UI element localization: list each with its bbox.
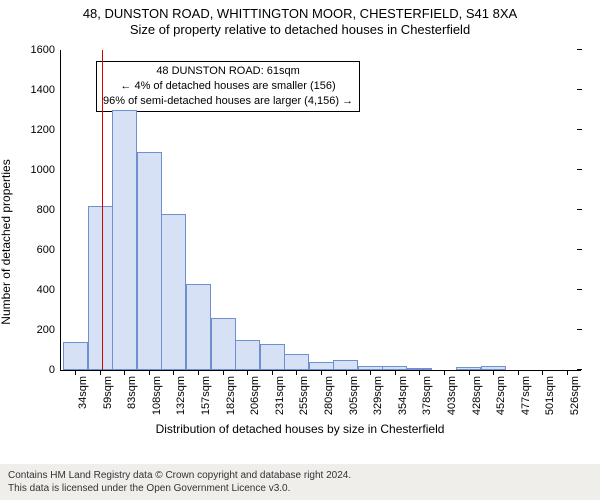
y-tick-mark (577, 89, 582, 90)
histogram-bar (137, 152, 162, 370)
chart-title-sub: Size of property relative to detached ho… (0, 22, 600, 38)
x-tick-mark (542, 370, 543, 375)
histogram-bar (186, 284, 211, 370)
x-tick-label: 34sqm (77, 376, 89, 409)
annotation-line-3: 96% of semi-detached houses are larger (… (103, 94, 353, 109)
y-tick-mark (577, 369, 582, 370)
histogram-bar (358, 366, 383, 370)
footer-line-2: This data is licensed under the Open Gov… (8, 482, 592, 495)
x-tick-label: 403sqm (446, 376, 458, 415)
histogram-bar (333, 360, 358, 370)
x-tick-label: 526sqm (569, 376, 581, 415)
y-tick-label: 200 (37, 324, 61, 336)
y-tick-label: 0 (49, 364, 61, 376)
x-tick-mark (247, 370, 248, 375)
histogram-bar (284, 354, 309, 370)
histogram-bar (481, 366, 506, 370)
y-tick-label: 400 (37, 284, 61, 296)
x-tick-label: 157sqm (200, 376, 212, 415)
x-tick-mark (419, 370, 420, 375)
x-axis-label: Distribution of detached houses by size … (0, 422, 600, 436)
x-tick-mark (198, 370, 199, 375)
x-tick-mark (370, 370, 371, 375)
y-tick-mark (577, 49, 582, 50)
chart-title-block: 48, DUNSTON ROAD, WHITTINGTON MOOR, CHES… (0, 0, 600, 39)
histogram-bar (161, 214, 186, 370)
x-tick-label: 206sqm (249, 376, 261, 415)
y-tick-mark (577, 169, 582, 170)
histogram-bar (260, 344, 285, 370)
x-tick-label: 255sqm (298, 376, 310, 415)
y-tick-mark (577, 209, 582, 210)
y-tick-label: 1000 (31, 164, 61, 176)
y-tick-label: 1200 (31, 124, 61, 136)
x-tick-mark (223, 370, 224, 375)
annotation-line-2: ← 4% of detached houses are smaller (156… (103, 79, 353, 94)
y-tick-label: 1600 (31, 44, 61, 56)
x-tick-mark (518, 370, 519, 375)
histogram-bar (382, 366, 407, 370)
footer-line-1: Contains HM Land Registry data © Crown c… (8, 469, 592, 482)
x-tick-label: 501sqm (544, 376, 556, 415)
y-tick-mark (577, 249, 582, 250)
x-tick-mark (346, 370, 347, 375)
x-tick-label: 280sqm (323, 376, 335, 415)
histogram-bar (407, 368, 432, 370)
histogram-bar (235, 340, 260, 370)
chart-area: Number of detached properties 48 DUNSTON… (0, 42, 600, 442)
x-tick-mark (149, 370, 150, 375)
y-axis-label: Number of detached properties (0, 159, 13, 324)
x-tick-mark (100, 370, 101, 375)
x-tick-label: 329sqm (372, 376, 384, 415)
x-tick-mark (272, 370, 273, 375)
property-marker-line (102, 50, 103, 370)
x-tick-label: 108sqm (151, 376, 163, 415)
y-tick-label: 800 (37, 204, 61, 216)
y-tick-label: 600 (37, 244, 61, 256)
x-tick-label: 428sqm (471, 376, 483, 415)
x-tick-mark (395, 370, 396, 375)
x-tick-mark (173, 370, 174, 375)
x-tick-mark (469, 370, 470, 375)
x-tick-label: 182sqm (225, 376, 237, 415)
histogram-bar (211, 318, 236, 370)
x-tick-label: 477sqm (520, 376, 532, 415)
x-tick-mark (493, 370, 494, 375)
plot-area: 48 DUNSTON ROAD: 61sqm ← 4% of detached … (60, 50, 581, 371)
x-tick-label: 231sqm (274, 376, 286, 415)
x-tick-mark (296, 370, 297, 375)
x-tick-label: 354sqm (397, 376, 409, 415)
x-tick-label: 378sqm (421, 376, 433, 415)
histogram-bar (112, 110, 137, 370)
chart-title-main: 48, DUNSTON ROAD, WHITTINGTON MOOR, CHES… (0, 6, 600, 22)
histogram-bar (456, 367, 481, 370)
histogram-bar (63, 342, 88, 370)
x-tick-mark (124, 370, 125, 375)
chart-annotation: 48 DUNSTON ROAD: 61sqm ← 4% of detached … (96, 61, 360, 112)
y-tick-mark (577, 289, 582, 290)
x-tick-label: 305sqm (348, 376, 360, 415)
x-tick-label: 452sqm (495, 376, 507, 415)
y-tick-label: 1400 (31, 84, 61, 96)
x-tick-mark (321, 370, 322, 375)
x-tick-label: 83sqm (126, 376, 138, 409)
histogram-bar (88, 206, 113, 370)
x-tick-mark (75, 370, 76, 375)
x-tick-label: 132sqm (175, 376, 187, 415)
x-tick-mark (444, 370, 445, 375)
x-tick-label: 59sqm (102, 376, 114, 409)
annotation-line-1: 48 DUNSTON ROAD: 61sqm (103, 64, 353, 79)
y-tick-mark (577, 329, 582, 330)
y-tick-mark (577, 129, 582, 130)
histogram-bar (309, 362, 334, 370)
x-tick-mark (567, 370, 568, 375)
footer: Contains HM Land Registry data © Crown c… (0, 464, 600, 500)
